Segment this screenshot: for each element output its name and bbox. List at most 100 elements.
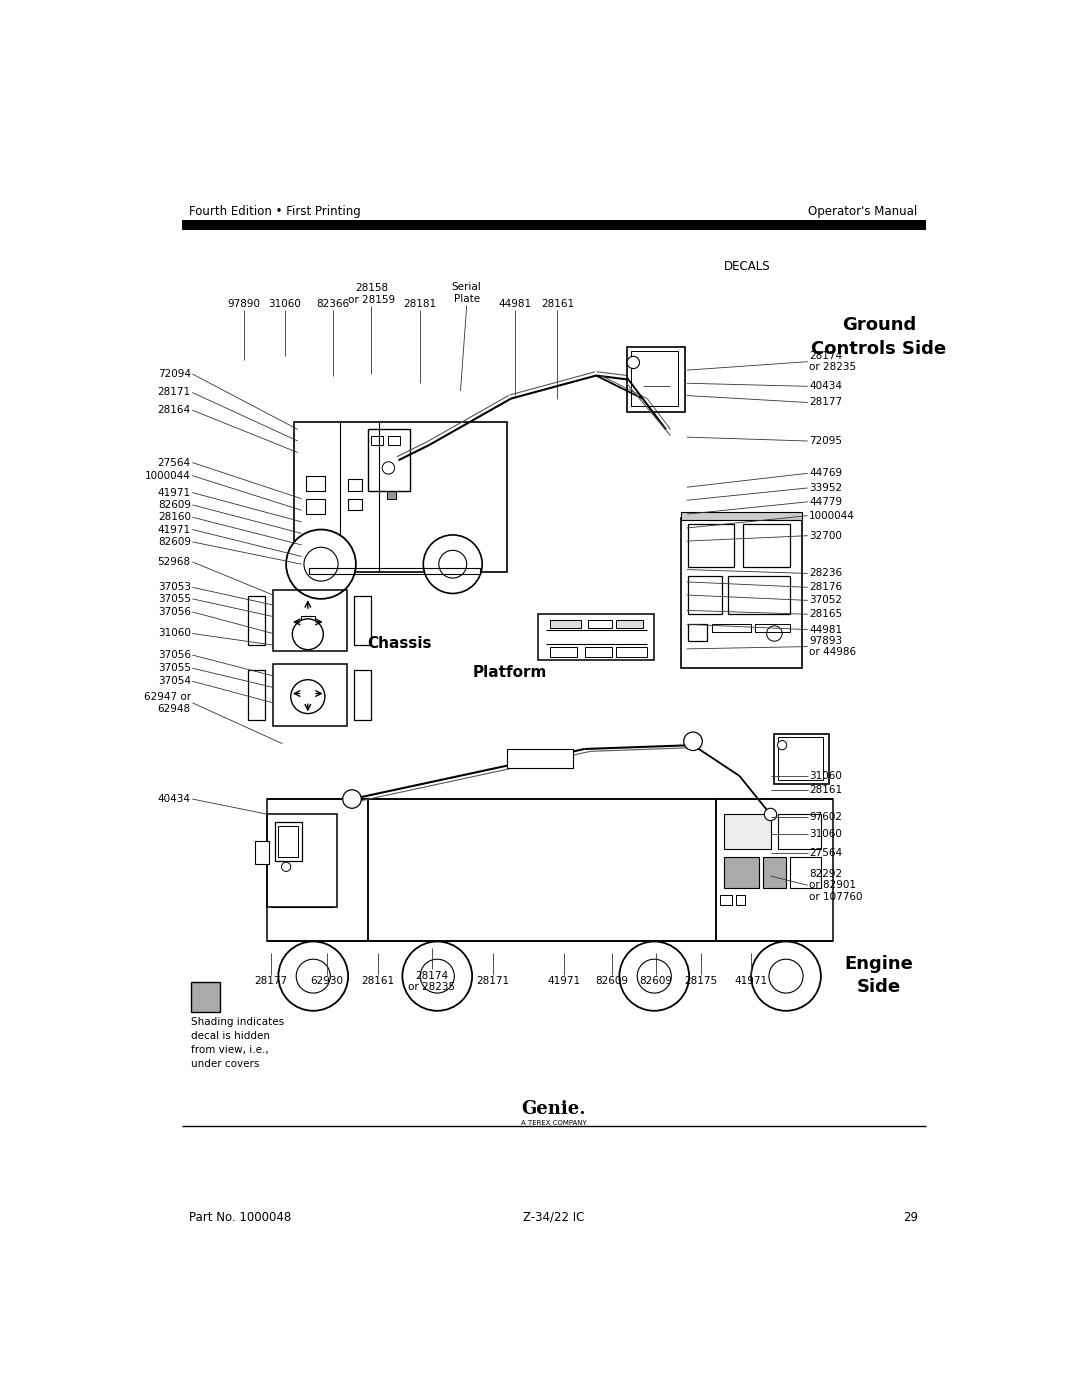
Text: 97893
or 44986: 97893 or 44986	[809, 636, 856, 658]
Circle shape	[296, 960, 330, 993]
Bar	[387, 490, 396, 499]
Text: Genie.: Genie.	[522, 1099, 585, 1118]
Bar	[389, 436, 400, 444]
Text: 28160: 28160	[158, 513, 191, 522]
Text: 31060: 31060	[809, 828, 842, 838]
Text: 28175: 28175	[685, 977, 717, 986]
Text: 28174
or 28235: 28174 or 28235	[809, 351, 856, 373]
Bar	[191, 982, 220, 1011]
Text: 28161: 28161	[361, 977, 394, 986]
Text: 62930: 62930	[311, 977, 343, 986]
Text: 28177: 28177	[254, 977, 287, 986]
Text: 44981: 44981	[498, 299, 531, 309]
Text: 37053: 37053	[158, 583, 191, 592]
Bar	[616, 620, 643, 629]
Bar	[248, 671, 266, 719]
Bar	[550, 620, 581, 629]
Text: 32700: 32700	[809, 531, 842, 541]
Circle shape	[438, 550, 467, 578]
Bar	[627, 346, 685, 412]
Text: 33952: 33952	[809, 483, 842, 493]
Bar	[538, 615, 654, 661]
Circle shape	[403, 942, 472, 1011]
Bar	[367, 799, 716, 942]
Circle shape	[627, 356, 639, 369]
Bar	[301, 616, 314, 629]
Bar	[724, 814, 770, 849]
Circle shape	[423, 535, 482, 594]
Bar	[267, 814, 337, 907]
Bar	[309, 569, 480, 574]
Text: 40434: 40434	[158, 793, 191, 805]
Text: 41971: 41971	[734, 977, 768, 986]
Bar	[584, 647, 611, 657]
Bar	[716, 799, 833, 942]
Circle shape	[286, 529, 356, 599]
Text: 82292
or 82901
or 107760: 82292 or 82901 or 107760	[809, 869, 863, 902]
Bar	[274, 823, 301, 861]
Bar	[681, 518, 801, 668]
Bar	[248, 595, 266, 645]
Text: 31060: 31060	[809, 771, 842, 781]
Bar	[301, 687, 314, 700]
Bar	[789, 856, 821, 887]
Text: 41971: 41971	[158, 488, 191, 497]
Text: Fourth Edition • First Printing: Fourth Edition • First Printing	[189, 205, 361, 218]
Circle shape	[765, 809, 777, 820]
Circle shape	[684, 732, 702, 750]
Text: Operator's Manual: Operator's Manual	[809, 205, 918, 218]
Bar	[779, 738, 823, 780]
Text: 82366: 82366	[316, 299, 349, 309]
Bar	[354, 671, 372, 719]
Circle shape	[619, 942, 689, 1011]
Bar	[688, 524, 734, 567]
Bar	[631, 351, 677, 407]
Text: 41971: 41971	[158, 524, 191, 535]
Circle shape	[382, 462, 394, 474]
Text: 40434: 40434	[809, 381, 842, 391]
Circle shape	[769, 960, 804, 993]
Bar	[688, 624, 707, 641]
Text: Serial
Plate: Serial Plate	[451, 282, 482, 305]
Text: 37052: 37052	[809, 595, 842, 605]
Bar	[724, 856, 759, 887]
Bar	[681, 511, 801, 520]
Circle shape	[293, 619, 323, 650]
Bar	[762, 856, 786, 887]
Bar	[728, 576, 789, 615]
Text: 37056: 37056	[158, 606, 191, 617]
Text: 1000044: 1000044	[809, 511, 855, 521]
Bar	[589, 620, 611, 629]
Circle shape	[279, 942, 348, 1011]
Circle shape	[637, 960, 672, 993]
Bar	[367, 429, 410, 490]
Circle shape	[767, 626, 782, 641]
Bar	[348, 479, 362, 490]
Text: 37055: 37055	[158, 594, 191, 604]
Text: 37056: 37056	[158, 650, 191, 659]
Text: 28236: 28236	[809, 569, 842, 578]
Text: DECALS: DECALS	[724, 260, 770, 272]
Text: 31060: 31060	[268, 299, 301, 309]
Circle shape	[420, 960, 455, 993]
Text: 28158
or 28159: 28158 or 28159	[348, 284, 395, 305]
Text: 82609: 82609	[595, 977, 629, 986]
Bar	[279, 826, 298, 856]
Bar	[181, 219, 926, 231]
Text: 28171: 28171	[476, 977, 510, 986]
Bar	[255, 841, 269, 865]
Bar	[720, 895, 732, 904]
Text: 28181: 28181	[404, 299, 436, 309]
Text: 37055: 37055	[158, 664, 191, 673]
Text: Engine
Side: Engine Side	[845, 954, 914, 996]
Bar	[743, 524, 789, 567]
Text: Z-34/22 IC: Z-34/22 IC	[523, 1211, 584, 1224]
Text: 28177: 28177	[809, 398, 842, 408]
Text: 97890: 97890	[227, 299, 260, 309]
Text: 82609: 82609	[158, 500, 191, 510]
Bar	[713, 624, 751, 631]
Text: 97602: 97602	[809, 812, 842, 821]
Circle shape	[303, 548, 338, 581]
Bar	[273, 590, 347, 651]
Text: 82609: 82609	[158, 536, 191, 546]
